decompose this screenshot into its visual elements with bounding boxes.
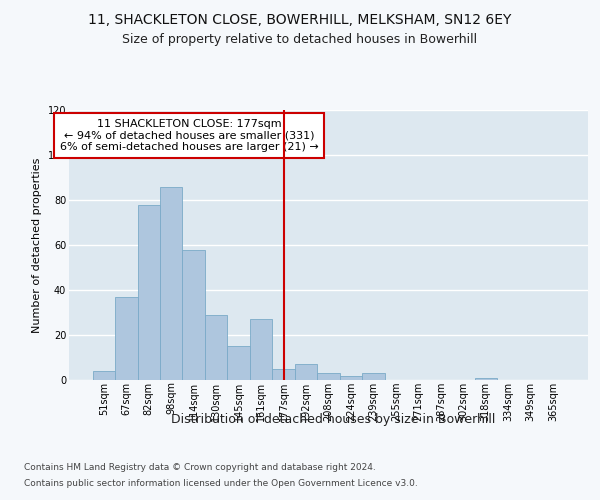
Text: Contains HM Land Registry data © Crown copyright and database right 2024.: Contains HM Land Registry data © Crown c… [24,464,376,472]
Text: Contains public sector information licensed under the Open Government Licence v3: Contains public sector information licen… [24,478,418,488]
Bar [205,315,227,380]
Y-axis label: Number of detached properties: Number of detached properties [32,158,42,332]
Bar [362,373,385,380]
Bar [475,378,497,380]
Text: Distribution of detached houses by size in Bowerhill: Distribution of detached houses by size … [171,412,495,426]
Text: 11 SHACKLETON CLOSE: 177sqm
← 94% of detached houses are smaller (331)
6% of sem: 11 SHACKLETON CLOSE: 177sqm ← 94% of det… [60,119,319,152]
Bar [317,373,340,380]
Bar [160,186,182,380]
Bar [295,364,317,380]
Bar [340,376,362,380]
Text: Size of property relative to detached houses in Bowerhill: Size of property relative to detached ho… [122,32,478,46]
Bar [115,296,137,380]
Bar [182,250,205,380]
Bar [227,346,250,380]
Bar [92,371,115,380]
Bar [272,369,295,380]
Bar [137,204,160,380]
Text: 11, SHACKLETON CLOSE, BOWERHILL, MELKSHAM, SN12 6EY: 11, SHACKLETON CLOSE, BOWERHILL, MELKSHA… [88,12,512,26]
Bar [250,320,272,380]
